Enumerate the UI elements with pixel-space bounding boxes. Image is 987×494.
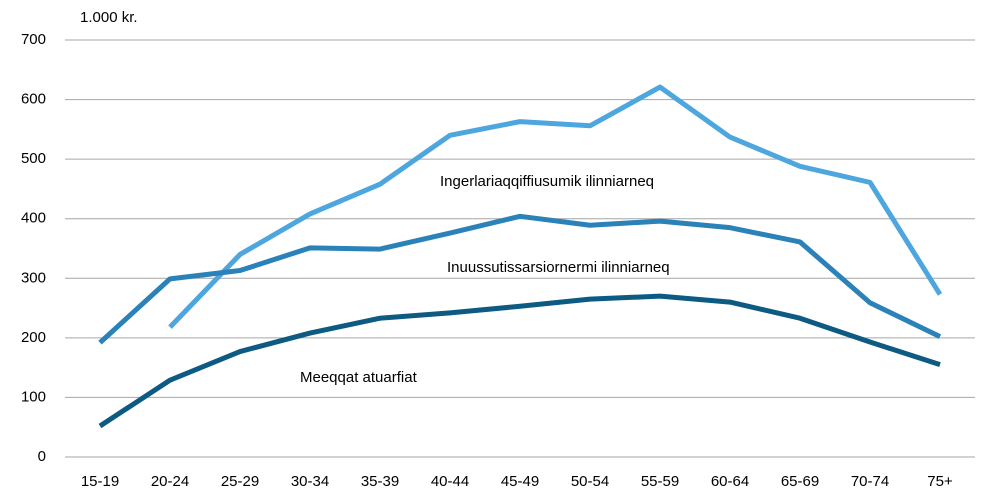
x-tick-label: 25-29 [221,473,259,490]
series-line [98,213,942,345]
x-tick-label: 75+ [927,473,953,490]
x-tick-label: 70-74 [851,473,889,490]
y-tick-label: 500 [21,150,46,167]
x-tick-label: 55-59 [641,473,679,490]
x-tick-label: 60-64 [711,473,749,490]
x-tick-label: 15-19 [81,473,119,490]
x-tick-label: 35-39 [361,473,399,490]
x-tick-label: 50-54 [571,473,609,490]
y-tick-label: 300 [21,269,46,286]
unit-label: 1.000 kr. [80,9,138,26]
x-tick-label: 65-69 [781,473,819,490]
x-tick-label: 40-44 [431,473,469,490]
y-tick-label: 200 [21,329,46,346]
series-line [98,293,941,429]
series-label: Ingerlariaqqiffiusumik ilinniarneq [440,173,654,190]
y-tick-label: 400 [21,210,46,227]
series-label: Meeqqat atuarfiat [300,369,418,386]
x-tick-label: 20-24 [151,473,189,490]
series-line [168,84,943,329]
y-tick-label: 700 [21,31,46,48]
x-tick-label: 30-34 [291,473,329,490]
x-tick-label: 45-49 [501,473,539,490]
series-label: Inuussutissarsiornermi ilinniarneq [447,259,670,276]
y-tick-label: 100 [21,388,46,405]
y-tick-label: 0 [38,448,46,465]
y-tick-label: 600 [21,91,46,108]
